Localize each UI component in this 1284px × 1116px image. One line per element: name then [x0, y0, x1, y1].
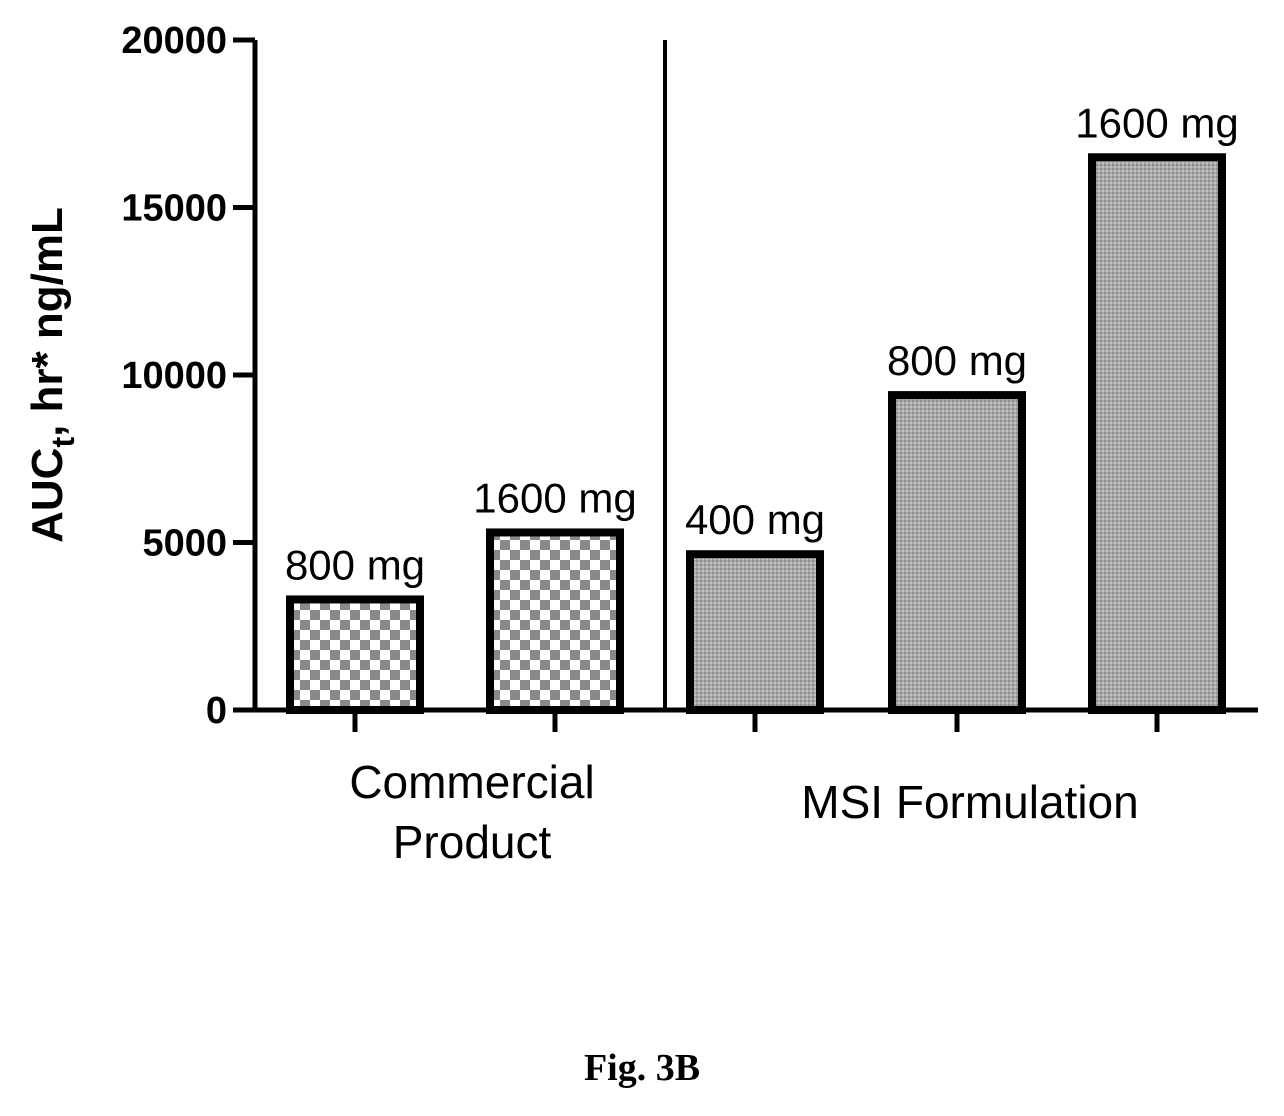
- bar-data-label: 800 mg: [887, 337, 1027, 384]
- bar-chart: AUCt, hr* ng/mL 0 5000 10000 15000 20000 800…: [23, 20, 1258, 868]
- y-tick-label: 5000: [142, 523, 227, 565]
- y-axis-label-subscript: t: [45, 437, 81, 448]
- y-tick-label: 10000: [121, 355, 227, 397]
- bar-800-mg: [286, 595, 424, 715]
- bar-400-mg: [686, 550, 824, 714]
- group-label: Commercial: [349, 756, 594, 808]
- y-tick-label: 20000: [121, 20, 227, 62]
- bar-1600-mg: [486, 528, 624, 715]
- bar-1600-mg: [1088, 153, 1226, 714]
- y-tick-label: 15000: [121, 188, 227, 230]
- bar-data-label: 1600 mg: [1075, 99, 1238, 146]
- y-tick-label: 0: [206, 690, 227, 732]
- group-label: MSI Formulation: [801, 776, 1138, 828]
- bar-data-label: 800 mg: [285, 541, 425, 588]
- figure-caption: Fig. 3B: [583, 1047, 701, 1089]
- bar-data-label: 400 mg: [685, 496, 825, 543]
- y-axis-label-units: , hr* ng/mL: [23, 207, 72, 437]
- y-axis-label: AUCt, hr* ng/mL: [23, 207, 81, 543]
- bar-data-label: 1600 mg: [473, 474, 636, 521]
- group-label: Product: [393, 816, 552, 868]
- bar-800-mg: [888, 391, 1026, 714]
